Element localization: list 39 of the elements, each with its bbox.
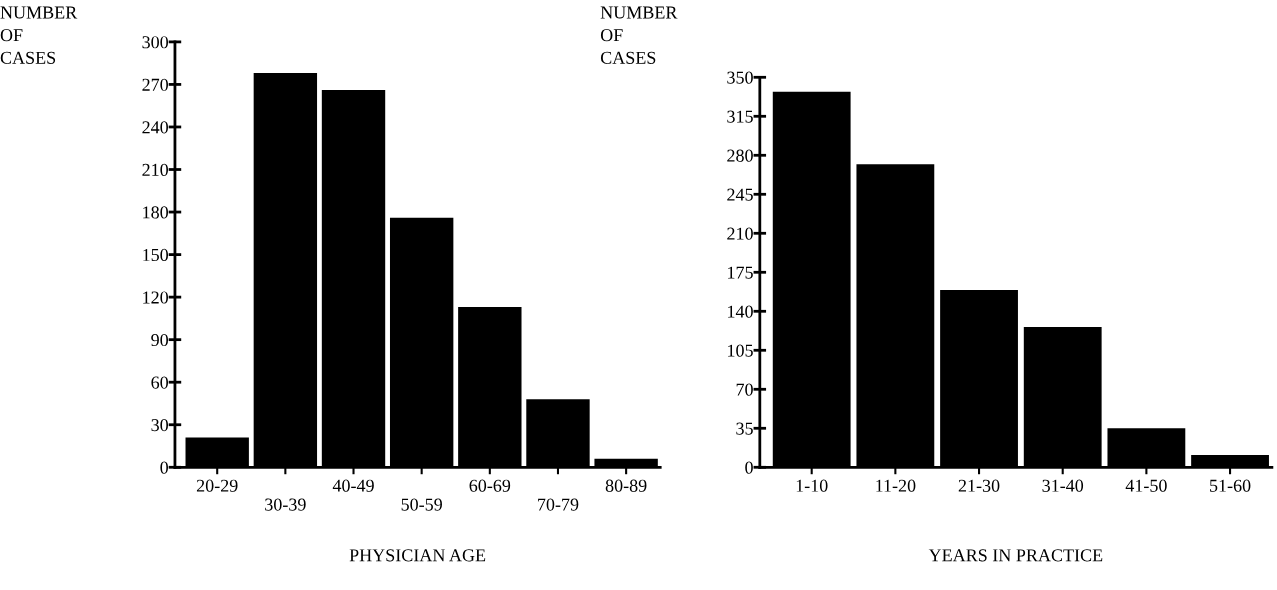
y-axis-title: NUMBER OF CASES — [0, 6, 78, 64]
y-tick-label: 105 — [728, 344, 753, 357]
y-tick-label: 60 — [151, 376, 169, 389]
y-tick-label: 90 — [151, 333, 169, 347]
x-tick-label: 41-50 — [1125, 479, 1167, 492]
y-tick-label: 35 — [736, 422, 753, 435]
y-tick-label: 300 — [142, 36, 169, 49]
y-tick-label: 140 — [728, 305, 753, 318]
y-tick-label: 315 — [727, 110, 753, 123]
y-tick-label: 280 — [727, 149, 753, 162]
x-axis-title: YEARS IN PRACTICE — [928, 549, 1103, 562]
y-tick-label: 210 — [142, 163, 169, 176]
y-tick-label: 180 — [143, 206, 169, 219]
x-axis-title: PHYSICIAN AGE — [349, 549, 486, 562]
y-tick-label: 245 — [727, 188, 753, 201]
x-tick-label: 40-49 — [332, 479, 374, 492]
x-tick-label: 70-79 — [538, 498, 579, 511]
x-tick-label: 11-20 — [876, 479, 916, 492]
y-tick-label: 240 — [142, 121, 169, 134]
x-tick-label: 30-39 — [265, 498, 306, 511]
x-tick-label: 51-60 — [1210, 479, 1251, 492]
x-tick-label: 1-10 — [796, 479, 828, 492]
y-tick-label: 270 — [142, 78, 169, 91]
x-tick-label: 21-30 — [958, 479, 1000, 492]
y-axis-title: NUMBER OF CASES — [600, 6, 678, 64]
y-tick-label: 210 — [727, 227, 753, 240]
y-tick-label: 175 — [728, 266, 753, 279]
y-tick-label: 0 — [160, 461, 169, 474]
x-tick-label: 31-40 — [1042, 479, 1084, 492]
y-tick-label: 30 — [151, 419, 169, 432]
y-tick-label: 0 — [745, 461, 753, 474]
y-tick-label: 150 — [143, 248, 169, 262]
x-tick-label: 20-29 — [196, 479, 238, 492]
x-tick-label: 80-89 — [605, 479, 647, 492]
x-tick-label: 60-69 — [469, 479, 511, 492]
y-tick-label: 350 — [727, 71, 753, 84]
x-tick-label: 50-59 — [401, 498, 442, 511]
y-tick-label: 70 — [736, 383, 753, 396]
y-tick-label: 120 — [143, 291, 169, 304]
